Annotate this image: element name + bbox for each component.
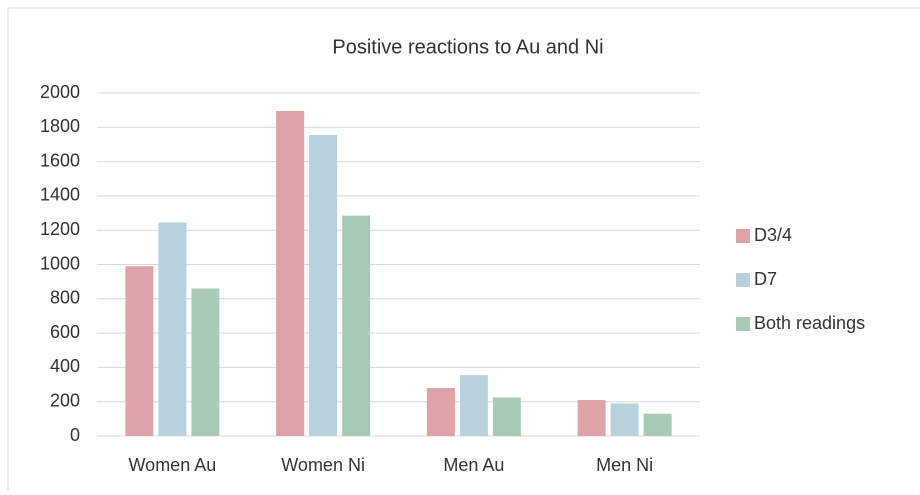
y-tick-label: 1800 (40, 116, 80, 136)
bar (426, 387, 455, 436)
x-tick-label: Men Au (443, 455, 504, 475)
legend-label: Both readings (754, 313, 865, 333)
x-tick-label: Women Ni (281, 455, 365, 475)
chart-title: Positive reactions to Au and Ni (332, 36, 603, 58)
y-tick-label: 400 (50, 356, 80, 376)
bar (309, 135, 338, 436)
bar (125, 266, 154, 436)
bar (577, 399, 606, 436)
y-tick-label: 1600 (40, 150, 80, 170)
bar (643, 413, 672, 436)
y-tick-label: 1400 (40, 185, 80, 205)
y-tick-label: 800 (50, 288, 80, 308)
legend-label: D3/4 (754, 225, 792, 245)
bar (459, 375, 488, 436)
legend-label: D7 (754, 269, 777, 289)
bar (610, 403, 639, 436)
y-tick-label: 0 (70, 425, 80, 445)
y-tick-label: 2000 (40, 82, 80, 102)
y-tick-label: 1000 (40, 253, 80, 273)
bar (492, 397, 521, 436)
bar (276, 111, 305, 436)
y-tick-label: 600 (50, 322, 80, 342)
y-tick-label: 200 (50, 390, 80, 410)
bar (342, 215, 371, 436)
legend-swatch (736, 229, 750, 243)
legend-swatch (736, 317, 750, 331)
bar (158, 222, 187, 436)
bar (191, 288, 220, 436)
x-tick-label: Women Au (129, 455, 217, 475)
legend-swatch (736, 273, 750, 287)
y-tick-label: 1200 (40, 219, 80, 239)
x-tick-label: Men Ni (596, 455, 653, 475)
